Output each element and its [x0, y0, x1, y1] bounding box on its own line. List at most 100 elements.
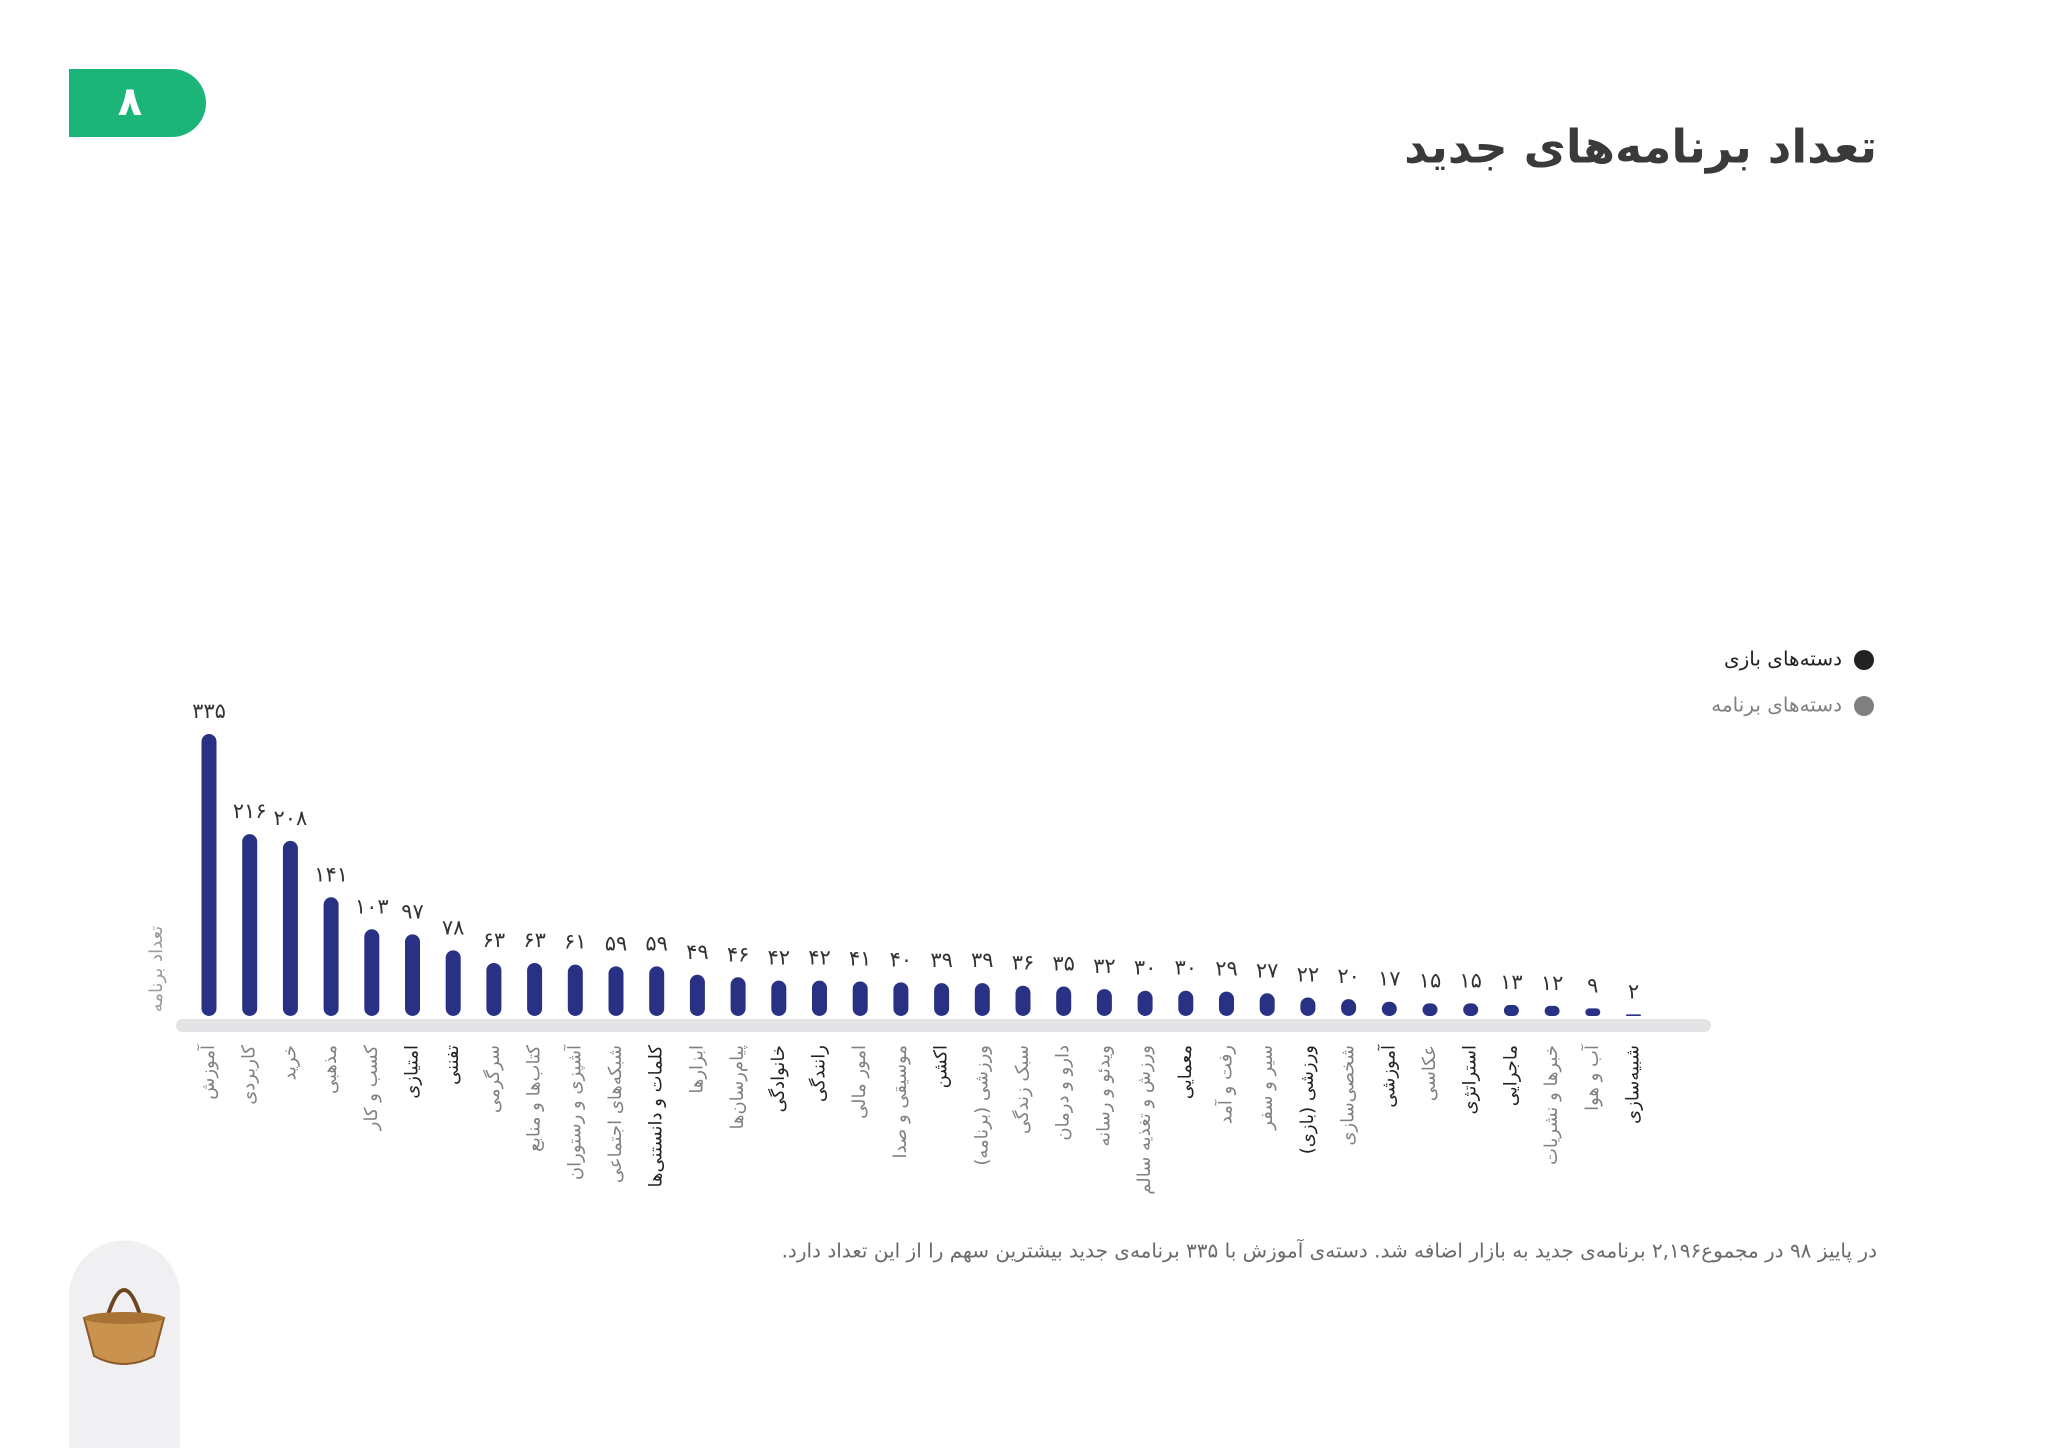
value-label: ۳۰: [1134, 956, 1157, 980]
value-label: ۱۵: [1419, 968, 1442, 992]
x-tick-label: موسیقی و صدا: [890, 1045, 911, 1158]
value-label: ۴۱: [849, 946, 872, 970]
x-tick-label: معمایی: [1175, 1045, 1196, 1099]
basket-body: [82, 1317, 166, 1365]
value-label: ۹: [1587, 973, 1598, 997]
value-label: ۲۱۶: [233, 799, 267, 823]
legend-marker: [1854, 696, 1874, 716]
value-label: ۲۷: [1256, 958, 1279, 982]
bar: [608, 966, 624, 1016]
x-tick-label: خرید: [279, 1045, 300, 1081]
value-label: ۴۰: [890, 947, 913, 971]
bar: [1137, 990, 1153, 1016]
value-label: ۱۵: [1459, 968, 1482, 992]
x-tick-label: امور مالی: [849, 1045, 870, 1119]
x-tick-label: مذهبی: [320, 1045, 341, 1094]
bar: [689, 974, 705, 1016]
bar: [364, 929, 380, 1016]
x-tick-label: سیر و سفر: [1256, 1045, 1277, 1131]
x-tick-label: آموزش: [196, 1044, 219, 1100]
x-tick-label: عکاسی: [1419, 1045, 1440, 1101]
basket-icon: [69, 1240, 180, 1448]
bar: [1259, 993, 1275, 1016]
bar: [1626, 1014, 1641, 1016]
bar: [934, 983, 950, 1016]
value-label: ۶۱: [564, 930, 587, 954]
value-label: ۲۰۸: [273, 806, 307, 830]
bar: [1178, 990, 1194, 1016]
x-tick-label: تفننی: [442, 1045, 463, 1085]
value-label: ۲۲: [1297, 962, 1320, 986]
x-tick-label: شخصی‌سازی: [1338, 1045, 1359, 1146]
x-tick-label: سرگرمی: [482, 1045, 504, 1113]
value-label: ۱۰۳: [355, 894, 389, 918]
bar: [323, 897, 339, 1016]
x-tick-label: اکشن: [931, 1045, 952, 1088]
x-tick-label: امتیازی: [402, 1045, 423, 1099]
value-label: ۴۲: [808, 946, 831, 970]
bar: [242, 834, 258, 1016]
value-label: ۳۵: [1052, 952, 1075, 976]
value-label: ۷۸: [442, 915, 465, 939]
value-label: ۱۳: [1500, 970, 1523, 994]
bar: [567, 964, 583, 1016]
x-tick-label: کتاب‌ها و منابع: [524, 1045, 545, 1152]
x-tick-label: پیام‌رسان‌ها: [727, 1045, 748, 1130]
x-tick-label: کلمات و دانستنی‌ها: [646, 1045, 667, 1188]
bar: [282, 840, 298, 1016]
value-label: ۳۶: [1012, 951, 1035, 975]
basket-handle: [105, 1288, 143, 1319]
x-tick-label: دارو و درمان: [1053, 1045, 1074, 1141]
page-number: ۸: [118, 79, 142, 125]
legend-label: دسته‌های برنامه: [1711, 693, 1842, 717]
caption: در پاییز ۹۸ در مجموع۲,۱۹۶ برنامه‌ی جدید …: [782, 1238, 1877, 1264]
bar: [974, 983, 990, 1016]
value-label: ۹۷: [401, 899, 424, 923]
bar: [771, 980, 787, 1016]
bar: [649, 966, 665, 1016]
value-label: ۵۹: [605, 931, 628, 955]
value-label: ۳۲: [1093, 954, 1116, 978]
bar: [893, 982, 909, 1016]
x-tick-label: خانوادگی: [767, 1045, 789, 1113]
bar: [445, 950, 461, 1016]
bar: [1015, 985, 1031, 1016]
x-tick-label: آموزشی: [1376, 1044, 1399, 1108]
bar: [730, 977, 746, 1016]
value-label: ۶۳: [483, 928, 506, 952]
basket-rim: [84, 1312, 164, 1324]
chart-title: تعداد برنامه‌های جدید: [1404, 120, 1877, 174]
y-axis-label: تعداد برنامه: [146, 926, 167, 1013]
value-label: ۴۹: [686, 940, 709, 964]
value-label: ۳۳۵: [192, 699, 226, 723]
x-tick-label: آب و هوا: [1580, 1044, 1603, 1111]
x-tick-label: رفت و آمد: [1214, 1045, 1237, 1124]
value-label: ۴۶: [727, 942, 750, 966]
value-label: ۳۹: [971, 948, 994, 972]
x-tick-label: ابزارها: [686, 1045, 707, 1094]
x-tick-label: خبرها و نشریات: [1541, 1045, 1562, 1165]
x-tick-label: استراتژی: [1460, 1045, 1481, 1114]
x-tick-label: ورزشی (بازی): [1297, 1045, 1318, 1154]
x-tick-label: ورزش و تغذیه سالم: [1134, 1045, 1155, 1195]
value-label: ۶۳: [523, 928, 546, 952]
bar: [1300, 997, 1316, 1016]
bar: [1056, 986, 1072, 1016]
bar: [1219, 991, 1234, 1016]
value-label: ۵۹: [645, 931, 668, 955]
x-tick-label: ماجرایی: [1500, 1045, 1521, 1106]
x-tick-label: سبک زندگی: [1011, 1045, 1033, 1134]
bar: [527, 962, 543, 1016]
page-tab: [69, 69, 206, 137]
bar: [201, 734, 217, 1016]
bar: [405, 934, 420, 1016]
x-tick-label: آشپزی و رستوران: [562, 1044, 585, 1180]
bar: [1503, 1005, 1519, 1016]
x-tick-label: کاربردی: [239, 1045, 260, 1105]
value-label: ۱۷: [1378, 967, 1401, 991]
value-label: ۴۲: [768, 946, 791, 970]
x-tick-label: ورزشی (برنامه): [971, 1045, 992, 1166]
x-tick-label: ویدئو و رسانه: [1093, 1045, 1114, 1147]
x-tick-label: کسب و کار: [361, 1045, 382, 1132]
bar: [486, 962, 502, 1016]
